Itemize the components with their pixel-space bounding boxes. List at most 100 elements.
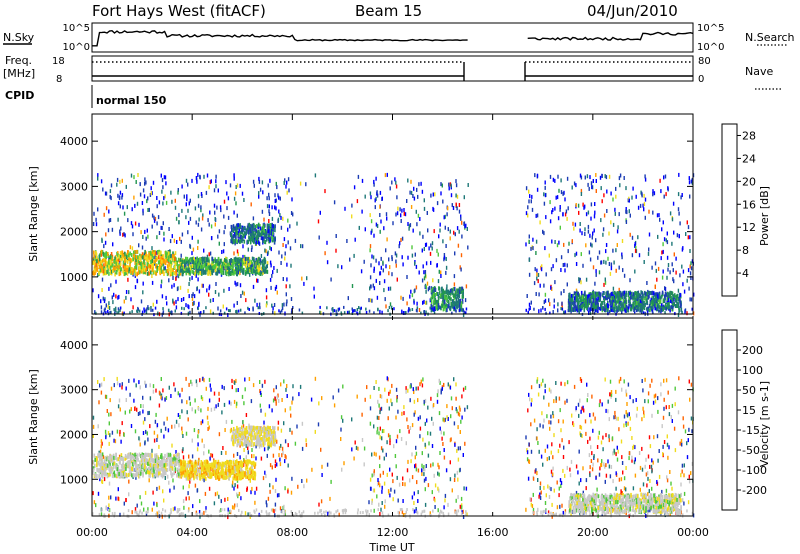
velocity-cell <box>560 480 563 485</box>
velocity-cell <box>255 456 257 461</box>
power-cell <box>100 264 102 269</box>
power-cell <box>575 251 578 256</box>
power-cell <box>180 268 182 273</box>
power-cell <box>92 222 95 226</box>
velocity-cell <box>430 463 432 468</box>
power-cell <box>628 306 630 310</box>
power-cell <box>286 190 288 195</box>
power-cell <box>235 225 237 230</box>
velocity-cell <box>97 380 99 384</box>
power-cell <box>124 261 126 266</box>
power-cell <box>679 299 681 304</box>
nsky-tick-bottom: 10^0 <box>63 42 90 53</box>
velocity-cell <box>246 487 248 492</box>
velocity-cell <box>426 418 428 423</box>
power-cell <box>271 238 274 243</box>
power-cell <box>280 225 283 230</box>
power-cell <box>223 242 225 247</box>
power-cell <box>102 251 105 256</box>
power-cell <box>287 177 290 182</box>
power-cell <box>557 174 559 179</box>
velocity-cell <box>373 469 375 474</box>
velocity-cell <box>579 424 581 429</box>
velocity-cell <box>354 440 356 445</box>
power-cell <box>256 259 258 264</box>
power-cell <box>121 178 123 183</box>
power-cell <box>289 224 291 229</box>
velocity-cell <box>242 424 245 429</box>
velocity-cell <box>425 464 427 468</box>
power-cell <box>214 217 216 221</box>
power-cell <box>559 205 561 209</box>
power-cell <box>161 269 164 274</box>
power-cell <box>671 291 674 296</box>
power-cell <box>280 215 282 220</box>
power-cell <box>278 209 280 214</box>
power-cell <box>628 296 631 301</box>
power-cell <box>375 278 377 283</box>
power-cell <box>283 237 286 242</box>
velocity-cell <box>247 450 249 455</box>
power-cell <box>202 264 204 269</box>
power-cell <box>463 310 465 314</box>
velocity-cell <box>208 425 210 430</box>
velocity-cell <box>376 415 379 420</box>
power-cell <box>685 232 687 236</box>
power-cell <box>432 192 434 197</box>
velocity-cell <box>665 488 668 493</box>
velocity-cell <box>203 451 205 456</box>
velocity-cell <box>413 501 415 505</box>
velocity-cell <box>431 490 433 495</box>
velocity-cell <box>442 417 444 422</box>
power-cell <box>535 251 537 255</box>
power-cell <box>100 299 102 304</box>
velocity-cell <box>238 491 241 496</box>
velocity-cell <box>277 393 279 398</box>
power-cell <box>172 276 174 280</box>
velocity-cell <box>647 391 650 396</box>
power-frame <box>91 113 694 315</box>
power-cell <box>125 271 127 275</box>
power-cell <box>671 303 674 308</box>
velocity-cell <box>529 497 531 502</box>
power-cell <box>109 194 111 199</box>
power-cell <box>318 235 320 240</box>
power-cell <box>131 246 134 251</box>
nave-tick-bottom: 0 <box>698 74 704 85</box>
power-cell <box>285 284 287 289</box>
power-cell <box>152 180 155 185</box>
power-cell <box>244 311 246 315</box>
power-cell <box>655 268 657 273</box>
power-cell <box>535 292 537 296</box>
velocity-cell <box>384 387 386 392</box>
power-cell <box>251 256 254 261</box>
power-cell <box>581 304 583 309</box>
power-cell <box>104 262 107 266</box>
power-cell <box>154 259 156 264</box>
power-cell <box>642 203 644 208</box>
velocity-cell <box>248 423 250 428</box>
power-cell <box>187 208 189 213</box>
velocity-cell <box>202 376 204 381</box>
power-cell <box>100 259 102 264</box>
velocity-cell <box>275 477 277 482</box>
power-cell <box>593 307 595 311</box>
power-cell <box>550 267 553 272</box>
power-cell <box>425 310 427 314</box>
power-cell <box>262 270 264 275</box>
power-cell <box>464 224 466 229</box>
power-cell <box>208 292 210 297</box>
power-cell <box>604 277 606 282</box>
power-cell <box>445 287 448 292</box>
velocity-cell <box>191 454 194 459</box>
velocity-cell <box>666 434 668 439</box>
power-cell <box>617 307 620 312</box>
power-cell <box>586 306 588 311</box>
power-cell <box>151 191 153 196</box>
power-cell <box>681 310 683 314</box>
power-cell <box>454 251 456 256</box>
velocity-cell <box>680 482 682 487</box>
velocity-cell <box>110 386 113 391</box>
power-cell <box>119 308 121 312</box>
velocity-cell <box>361 412 363 417</box>
